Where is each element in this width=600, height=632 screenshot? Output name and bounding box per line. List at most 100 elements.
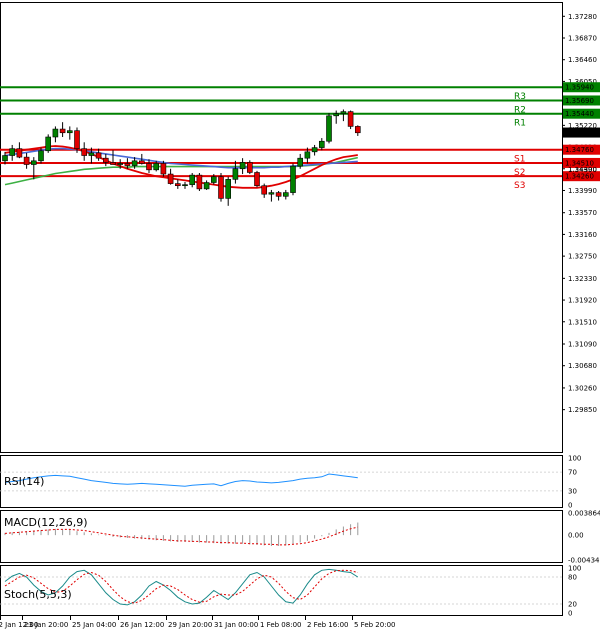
candle-body	[23, 156, 30, 165]
candle-body	[189, 174, 195, 185]
price-tick-label: 1.36870	[568, 35, 597, 43]
price-labels: 1.35940 1.35690 1.35440 1.34760 1.34510 1.342…	[563, 82, 600, 182]
candle-body	[95, 152, 102, 159]
price-tick-label: 1.33990	[568, 187, 597, 195]
stoch-tick-label: 20	[568, 601, 577, 609]
level-name-r3: R3	[514, 92, 526, 102]
candle-body	[347, 111, 354, 127]
time-tick-label: 1 Feb 08:00	[260, 621, 301, 629]
level-price-label-s1: 1.34760	[565, 146, 594, 154]
level-price-label-r3-bg	[563, 82, 600, 93]
current-price-label: 1.35084	[565, 129, 594, 137]
candle-body	[117, 163, 123, 165]
candlesticks	[2, 109, 361, 206]
price-tick-label: 1.37280	[568, 13, 597, 21]
price-tick-label: 1.36460	[568, 56, 597, 64]
candle-body	[182, 184, 188, 187]
macd-title: MACD(12,26,9)	[4, 516, 88, 529]
candle-body	[124, 163, 131, 166]
candle-body	[81, 148, 87, 156]
macd-tick-label: 0.003864	[568, 510, 600, 518]
rsi-panel-frame	[0, 455, 563, 508]
candle-body	[225, 179, 231, 199]
candle-body	[74, 130, 80, 149]
rsi-line	[4, 473, 358, 487]
level-price-label-r2: 1.35690	[565, 97, 594, 105]
candle-body	[52, 128, 59, 138]
candle-body	[38, 150, 44, 162]
candle-body	[160, 163, 167, 175]
candle-body	[175, 183, 181, 187]
price-tick-label: 1.31510	[568, 318, 597, 326]
price-tick-label: 1.31090	[568, 341, 597, 349]
macd-tick-label: -0.004342	[568, 557, 600, 565]
candle-body	[247, 162, 253, 173]
candle-body	[218, 176, 224, 199]
macd-panel-frame	[0, 510, 563, 563]
candle-body	[131, 160, 138, 166]
candle-body	[275, 192, 282, 197]
candle-body	[110, 162, 116, 165]
candle-body	[311, 147, 318, 153]
stoch-panel-frame	[0, 565, 563, 616]
level-price-label-r1: 1.35440	[565, 110, 594, 118]
candle-body	[340, 111, 347, 115]
candle-body	[232, 168, 239, 180]
candle-body	[290, 165, 296, 193]
candle-body	[139, 160, 145, 164]
candle-body	[59, 128, 66, 134]
level-price-label-s2-bg	[563, 157, 600, 168]
time-tick-label: 22 Jan 12:00	[0, 621, 38, 629]
time-tick-label: 29 Jan 20:00	[168, 621, 212, 629]
candle-body	[304, 151, 311, 159]
level-price-label-s3-bg	[563, 171, 600, 182]
candle-body	[88, 152, 95, 156]
price-tick-label: 1.33160	[568, 231, 597, 239]
time-tick-label: 26 Jan 12:00	[120, 621, 164, 629]
candle-body	[16, 148, 23, 158]
level-name-r1: R1	[514, 119, 526, 129]
rsi-tick-label: 100	[568, 455, 581, 463]
time-tick-label: 31 Jan 00:00	[214, 621, 258, 629]
candle-body	[203, 182, 210, 190]
candle-body	[282, 192, 289, 197]
price-tick-label: 1.29850	[568, 406, 597, 414]
level-price-label-r2-bg	[563, 95, 600, 106]
candle-body	[103, 157, 109, 163]
time-tick-label: 5 Feb 20:00	[354, 621, 395, 629]
stoch-main-line	[4, 568, 359, 606]
level-price-label-s1-bg	[563, 144, 600, 155]
time-tick-label: 23 Jan 20:00	[24, 621, 68, 629]
price-tick-label: 1.34400	[568, 165, 597, 173]
candle-body	[153, 163, 159, 171]
time-tick-label: 25 Jan 04:00	[72, 621, 116, 629]
candle-body	[67, 130, 73, 134]
level-name-r2: R2	[514, 105, 526, 115]
candle-body	[211, 176, 217, 183]
candle-body	[333, 113, 340, 117]
candle-body	[261, 185, 268, 195]
candle-body	[268, 192, 275, 195]
candle-body	[297, 157, 304, 167]
stoch-signal-line	[4, 569, 358, 604]
price-tick-label: 1.32330	[568, 275, 597, 283]
price-tick-label: 1.30260	[568, 384, 597, 392]
candle-body	[2, 155, 8, 162]
price-tick-label: 1.32750	[568, 253, 597, 261]
macd-tick-label: 0.00	[568, 532, 584, 540]
candle-body	[45, 136, 52, 152]
extra-price-label: 1.34390	[568, 166, 597, 174]
candle-body	[196, 174, 203, 190]
candle-body	[254, 172, 260, 187]
candle-body	[326, 115, 332, 142]
level-name-s1: S1	[514, 155, 525, 165]
stoch-title: Stoch(5,5,3)	[4, 588, 72, 601]
ma-fast-line	[4, 145, 358, 189]
pivot-levels: R3 R2 R1 S1 S2 S3	[0, 86, 562, 191]
candle-body	[354, 126, 361, 134]
candle-body	[146, 163, 152, 171]
price-tick-label: 1.30680	[568, 362, 597, 370]
level-price-label-s2: 1.34510	[565, 159, 594, 167]
